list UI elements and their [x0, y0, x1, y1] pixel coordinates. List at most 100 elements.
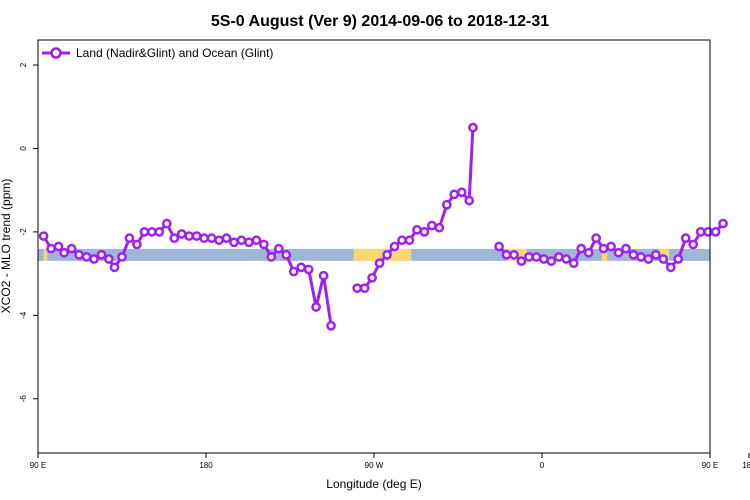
data-point	[46, 243, 56, 254]
data-point	[561, 254, 572, 264]
plot-background	[38, 40, 710, 453]
data-point	[132, 239, 142, 250]
data-point	[359, 283, 370, 294]
data-point	[266, 252, 277, 262]
data-point	[553, 252, 564, 262]
data-point	[680, 233, 691, 244]
data-point	[449, 189, 460, 200]
x-tick-label: 180	[199, 461, 213, 470]
chart-title: 5S-0 August (Ver 9) 2014-09-06 to 2018-1…	[211, 13, 549, 30]
y-tick-label: -2	[19, 228, 28, 236]
data-point	[665, 262, 676, 273]
data-point	[259, 239, 269, 250]
data-point	[456, 187, 467, 198]
data-point	[419, 227, 430, 237]
data-point	[606, 241, 616, 252]
x-tick-label: 0	[540, 461, 545, 470]
data-point	[576, 243, 587, 254]
data-point	[89, 254, 99, 264]
data-point	[539, 254, 549, 264]
data-point	[109, 262, 120, 273]
legend-marker-icon	[50, 47, 62, 59]
data-point	[273, 243, 284, 254]
data-point	[621, 243, 631, 254]
data-point	[199, 233, 209, 244]
data-point	[288, 266, 299, 277]
data-point	[296, 262, 307, 273]
data-point	[59, 247, 69, 258]
data-point	[74, 249, 84, 260]
data-point	[568, 258, 579, 269]
data-point	[251, 235, 262, 246]
data-point	[124, 233, 135, 244]
data-point	[169, 233, 180, 244]
data-point	[651, 249, 661, 260]
data-point	[531, 252, 542, 262]
y-tick-label: -4	[19, 311, 28, 319]
data-point	[154, 227, 165, 237]
data-point	[509, 249, 519, 260]
y-tick-label: -6	[19, 395, 28, 403]
data-point	[318, 270, 329, 281]
data-point	[468, 122, 478, 133]
data-point	[191, 231, 202, 241]
data-point	[404, 235, 415, 246]
data-point	[441, 199, 452, 210]
data-point	[524, 252, 534, 262]
data-point	[718, 218, 728, 229]
series-group	[38, 122, 728, 331]
data-point	[583, 247, 594, 258]
data-point	[81, 252, 92, 262]
data-point	[229, 237, 239, 248]
data-point	[546, 256, 557, 266]
data-point	[281, 249, 292, 260]
y-tick-label: 2	[19, 62, 28, 67]
data-point	[494, 241, 504, 252]
data-point	[206, 233, 217, 244]
data-point	[38, 231, 49, 241]
data-point	[658, 254, 669, 264]
data-point	[591, 233, 601, 244]
y-axis-label: XCO2 - MLO trend (ppm)	[0, 179, 13, 314]
data-point	[352, 283, 363, 294]
data-point	[311, 302, 321, 312]
data-point	[427, 220, 437, 231]
x-axis-label: Longitude (deg E)	[326, 477, 421, 491]
data-point	[389, 241, 400, 252]
data-point	[374, 258, 385, 269]
data-point	[147, 227, 157, 237]
data-point	[412, 224, 422, 235]
data-point	[673, 254, 684, 264]
data-point	[613, 247, 624, 258]
data-point	[598, 243, 609, 254]
data-point	[382, 249, 392, 260]
data-point	[703, 227, 713, 237]
data-point	[326, 320, 336, 331]
data-point	[628, 249, 639, 260]
x-tick-label: 90 W	[365, 461, 384, 470]
data-point	[643, 254, 654, 264]
data-point	[176, 229, 187, 239]
data-point	[434, 222, 445, 233]
data-point	[221, 233, 232, 244]
y-tick-label: 0	[19, 146, 28, 151]
data-point	[96, 249, 107, 260]
data-point	[695, 227, 706, 237]
data-point	[636, 252, 646, 262]
legend-label: Land (Nadir&Glint) and Ocean (Glint)	[76, 46, 273, 60]
data-point	[104, 254, 114, 264]
data-point	[303, 264, 314, 275]
x-tick-label: 180	[742, 461, 750, 470]
data-point	[501, 249, 512, 260]
x-axis: 90 E 180 90 W 0 90 E 180	[30, 453, 750, 470]
data-point	[139, 227, 150, 237]
data-point	[236, 235, 247, 246]
data-point	[397, 235, 407, 246]
x-tick-label: 90 E	[702, 461, 718, 470]
data-point	[161, 218, 172, 229]
data-point	[66, 243, 77, 254]
data-point	[464, 195, 475, 206]
data-point	[688, 239, 699, 250]
data-point	[117, 252, 127, 262]
